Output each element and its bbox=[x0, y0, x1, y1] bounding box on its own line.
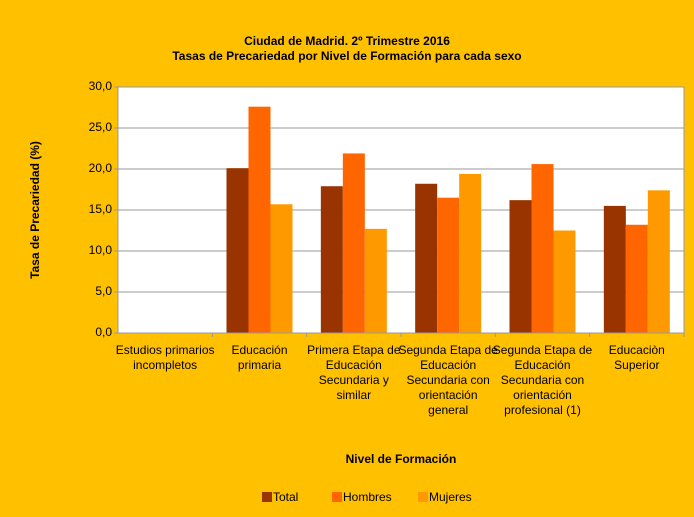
x-tick-label: Educaciòn Superior bbox=[608, 343, 665, 372]
y-tick-label: 25,0 bbox=[89, 120, 113, 134]
bar bbox=[625, 224, 648, 333]
bar bbox=[342, 153, 365, 333]
legend-swatch bbox=[332, 492, 342, 502]
y-tick-label: 30,0 bbox=[89, 79, 113, 93]
legend-swatch bbox=[418, 492, 428, 502]
bar bbox=[415, 183, 438, 333]
x-tick-label: Segunda Etapa de Educación Secundaria co… bbox=[398, 343, 498, 417]
y-tick-label: 15,0 bbox=[89, 202, 113, 216]
x-axis-title: Nivel de Formación bbox=[346, 452, 457, 466]
y-tick-label: 10,0 bbox=[89, 243, 113, 257]
bar bbox=[320, 186, 343, 333]
bar bbox=[248, 106, 271, 334]
y-tick-label: 20,0 bbox=[89, 161, 113, 175]
legend-label: Mujeres bbox=[429, 490, 472, 504]
x-tick-label: Educación primaria bbox=[231, 343, 288, 372]
x-tick-label: Segunda Etapa de Educación Secundaria co… bbox=[492, 343, 593, 417]
chart-title: Ciudad de Madrid. 2º Trimestre 2016 bbox=[244, 34, 450, 48]
x-tick-label: Primera Etapa de Educación Secundaria y … bbox=[307, 343, 401, 402]
legend-label: Total bbox=[273, 490, 298, 504]
y-tick-label: 5,0 bbox=[95, 284, 112, 298]
bar bbox=[509, 200, 532, 333]
y-tick-label: 0,0 bbox=[95, 325, 112, 339]
chart-subtitle: Tasas de Precariedad por Nivel de Formac… bbox=[172, 49, 521, 63]
bar bbox=[437, 197, 460, 333]
legend-swatch bbox=[262, 492, 272, 502]
bar bbox=[364, 228, 387, 333]
bar bbox=[553, 230, 576, 333]
x-tick-label: Estudios primarios incompletos bbox=[115, 343, 215, 372]
bar bbox=[459, 173, 482, 333]
bar bbox=[647, 190, 670, 333]
bar bbox=[226, 168, 249, 333]
bar bbox=[531, 164, 554, 333]
bar bbox=[270, 204, 293, 333]
bar bbox=[603, 205, 626, 333]
y-axis-title: Tasa de Precariedad (%) bbox=[28, 141, 42, 279]
legend-label: Hombres bbox=[343, 490, 392, 504]
